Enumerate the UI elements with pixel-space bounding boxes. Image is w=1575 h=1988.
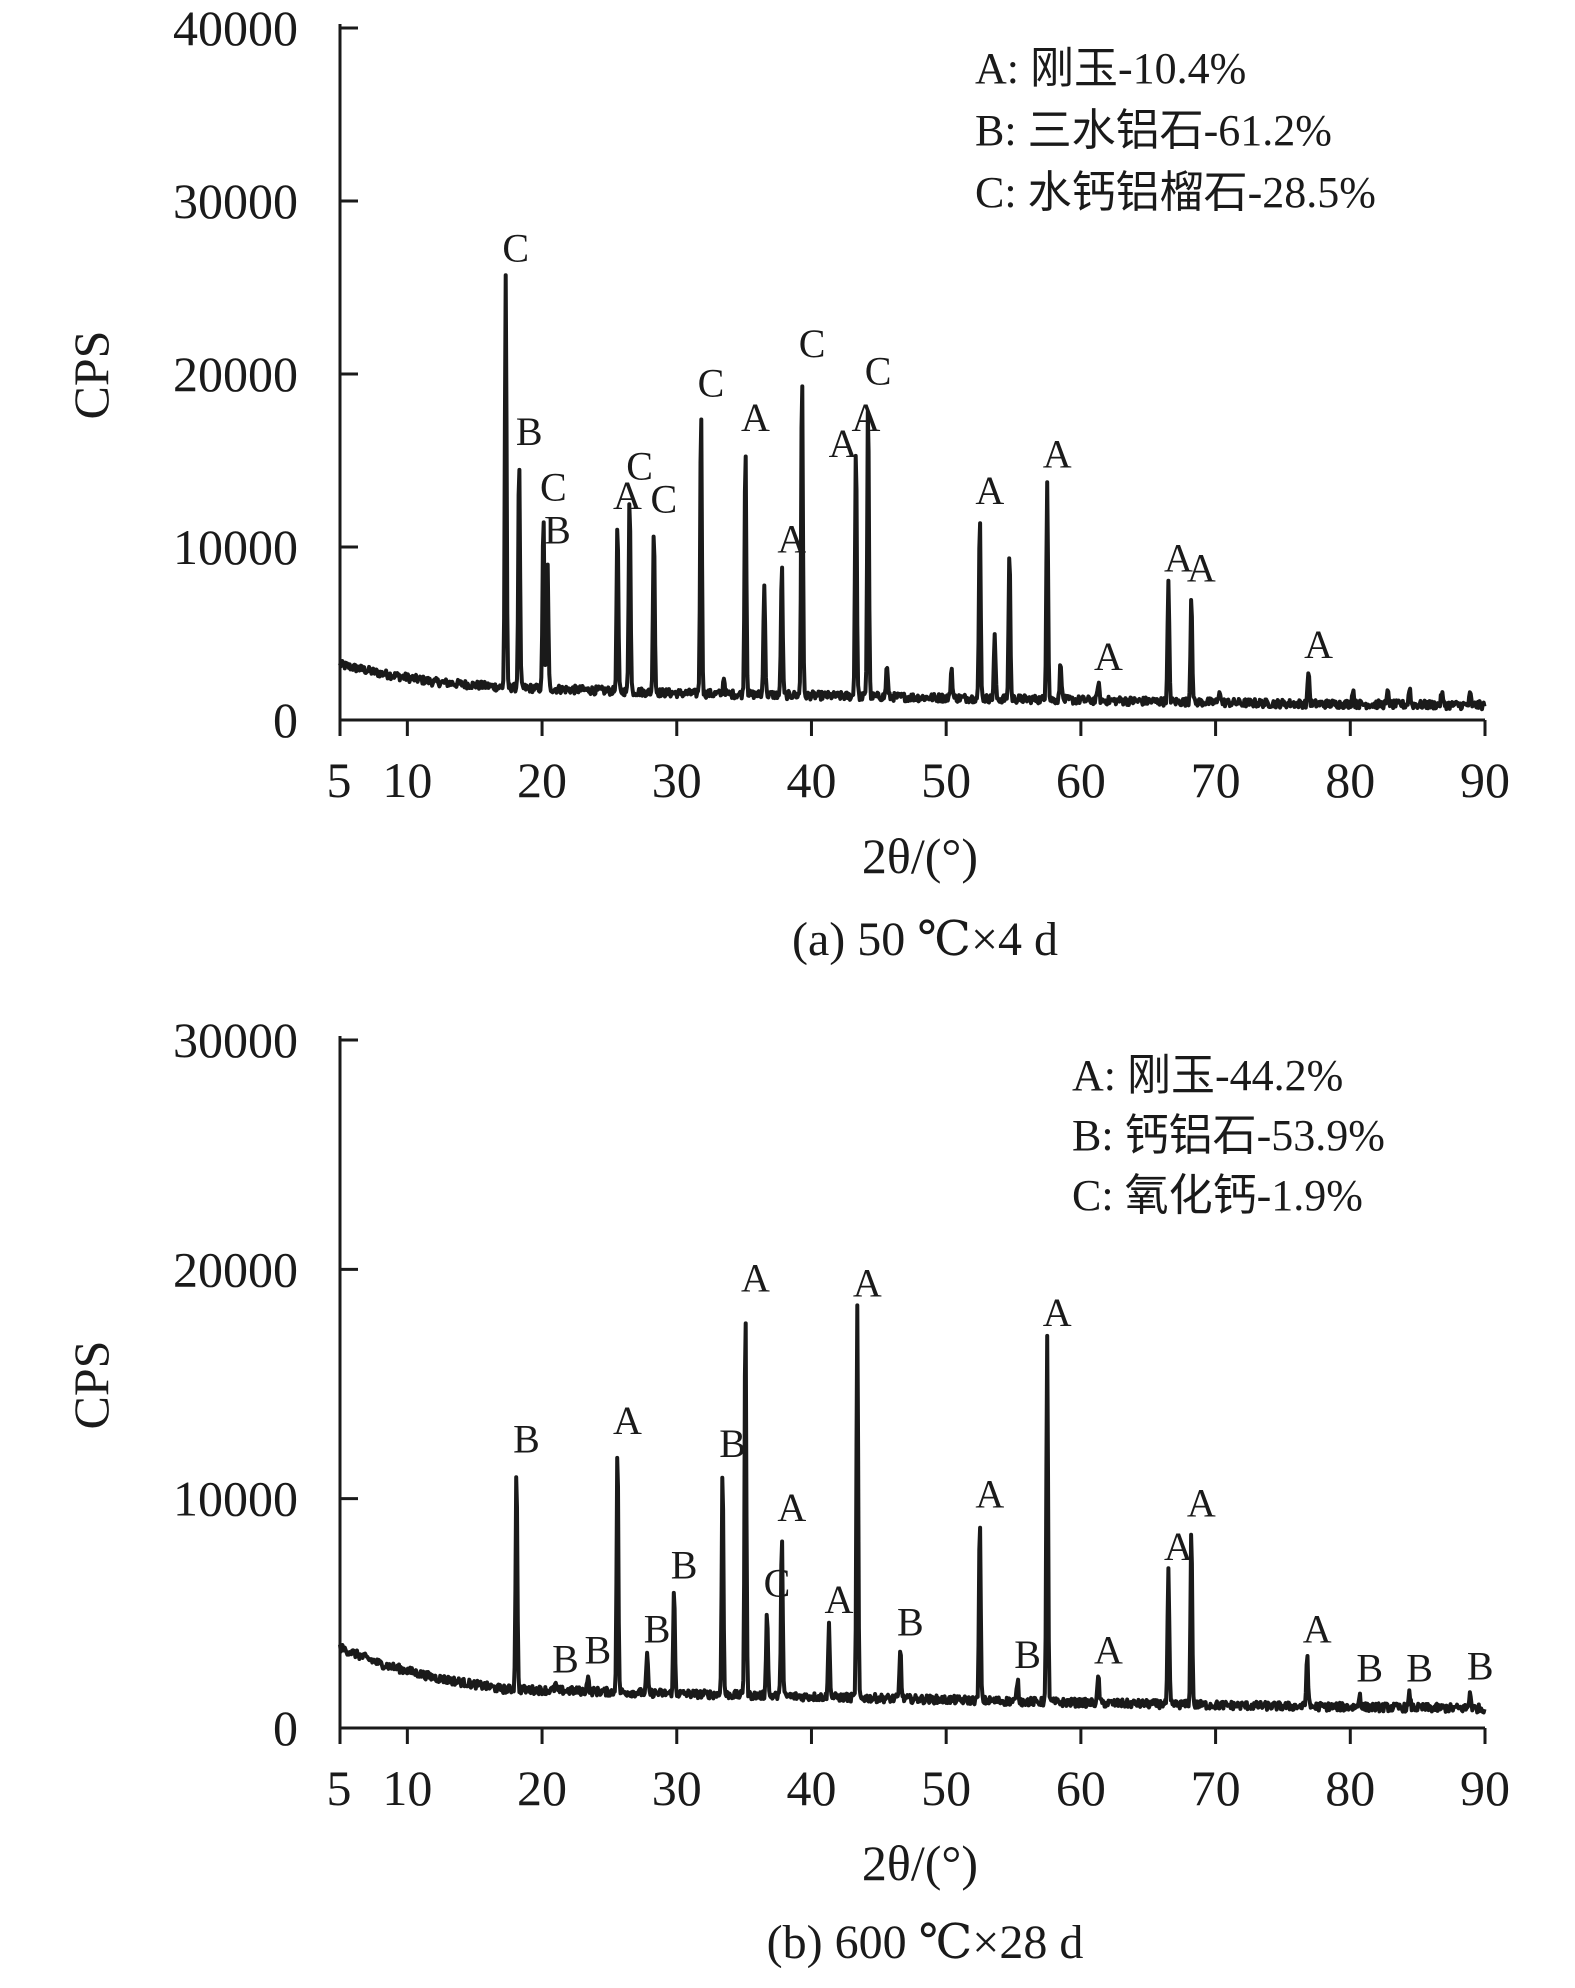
panel-b-caption: (b) 600 ℃×28 d xyxy=(767,1916,1084,1969)
panel-a-peak-label: A xyxy=(1164,535,1193,580)
panel-b-peak-label: B xyxy=(719,1421,746,1466)
panel-b-peak-label: B xyxy=(1014,1632,1041,1677)
panel-a-x-tick-label: 50 xyxy=(921,752,971,808)
panel-a-peak-label: C xyxy=(865,348,892,393)
panel-b-peak-label: A xyxy=(1164,1524,1193,1569)
panel-b-peak-label: A xyxy=(975,1471,1004,1516)
panel-a-peak-label: A xyxy=(1043,432,1072,477)
panel-b-y-tick-label: 10000 xyxy=(173,1471,298,1527)
panel-b-legend-entry-c: C: 氧化钙-1.9% xyxy=(1072,1171,1363,1220)
panel-a-y-tick-label: 10000 xyxy=(173,519,298,575)
panel-b-peak-label: A xyxy=(825,1577,854,1622)
panel-a-peak-label: A xyxy=(1187,546,1216,591)
panel-b-x-tick-label: 80 xyxy=(1325,1760,1375,1816)
panel-a-peak-label: C xyxy=(502,226,529,271)
panel-a-peak-label: B xyxy=(544,508,571,553)
panel-a-legend-entry-c: C: 水钙铝榴石-28.5% xyxy=(975,168,1376,217)
panel-a-peak-label: A xyxy=(851,395,880,440)
panel-a-x-tick-label: 80 xyxy=(1325,752,1375,808)
panel-b-x-tick-label: 40 xyxy=(786,1760,836,1816)
panel-a-y-tick-label: 30000 xyxy=(173,173,298,229)
panel-a-peak-label: A xyxy=(741,395,770,440)
panel-b-x-tick-label: 5 xyxy=(327,1760,352,1816)
panel-b-legend-entry-b: B: 钙铝石-53.9% xyxy=(1072,1111,1385,1160)
panel-a-axes: 0 10000 20000 30000 40000 5 10 20 30 40 50 60 70 80 90 xyxy=(173,0,1510,808)
panel-b-peak-label: B xyxy=(513,1416,540,1461)
panel-a-peak-label: B xyxy=(516,409,543,454)
panel-a-peak-label: A xyxy=(1304,622,1333,667)
panel-a-x-tick-label: 5 xyxy=(327,752,352,808)
panel-b-peak-label: B xyxy=(552,1636,579,1681)
panel-b-x-tick-label: 10 xyxy=(382,1760,432,1816)
panel-b-peak-label: A xyxy=(853,1260,882,1305)
panel-b-peak-label: B xyxy=(1356,1646,1383,1691)
panel-b-peak-label: A xyxy=(1043,1290,1072,1335)
panel-a-xrd-pattern xyxy=(338,273,1487,712)
panel-a-x-tick-label: 30 xyxy=(652,752,702,808)
panel-a-peak-label: C xyxy=(651,477,678,522)
panel-b-peak-label: B xyxy=(897,1600,924,1645)
panel-b-xrd-pattern xyxy=(338,1303,1487,1715)
panel-b-y-tick-label: 30000 xyxy=(173,1012,298,1068)
panel-b-x-tick-label: 70 xyxy=(1191,1760,1241,1816)
panel-b-y-tick-label: 0 xyxy=(273,1700,298,1756)
panel-a-peak-label: C xyxy=(698,361,725,406)
panel-b-x-tick-label: 90 xyxy=(1460,1760,1510,1816)
panel-a-y-axis-label: CPS xyxy=(63,331,119,420)
panel-a-peak-label: C xyxy=(626,444,653,489)
panel-a-peak-label: A xyxy=(975,468,1004,513)
panel-b-x-axis-label: 2θ/(°) xyxy=(862,1835,978,1891)
panel-a-peak-label: A xyxy=(777,516,806,561)
panel-b-peak-label: B xyxy=(644,1607,671,1652)
panel-b-y-axis-label: CPS xyxy=(63,1341,119,1430)
panel-a-peak-label: C xyxy=(540,464,567,509)
panel-a-x-tick-label: 20 xyxy=(517,752,567,808)
panel-b-x-tick-label: 60 xyxy=(1056,1760,1106,1816)
panel-a-peak-label: C xyxy=(799,321,826,366)
panel-b-peak-label: B xyxy=(585,1627,612,1672)
panel-b-x-tick-label: 30 xyxy=(652,1760,702,1816)
panel-a-peak-label: A xyxy=(829,421,858,466)
panel-b-peak-label: A xyxy=(1303,1607,1332,1652)
panel-a-peak-label: A xyxy=(613,473,642,518)
panel-b-y-tick-label: 20000 xyxy=(173,1241,298,1297)
panel-b-peak-label: B xyxy=(1467,1643,1494,1688)
panel-b-legend-entry-a: A: 刚玉-44.2% xyxy=(1072,1051,1343,1100)
panel-a-y-tick-label: 40000 xyxy=(173,0,298,56)
panel-a-x-axis-label: 2θ/(°) xyxy=(862,828,978,884)
panel-a-x-tick-label: 60 xyxy=(1056,752,1106,808)
panel-b-peak-label: A xyxy=(1094,1627,1123,1672)
panel-a-legend-entry-b: B: 三水铝石-61.2% xyxy=(975,106,1332,155)
panel-a-x-tick-label: 90 xyxy=(1460,752,1510,808)
panel-a-caption: (a) 50 ℃×4 d xyxy=(792,913,1058,966)
panel-b-peak-label: A xyxy=(741,1256,770,1301)
panel-a-y-tick-label: 20000 xyxy=(173,346,298,402)
panel-b-peak-label: A xyxy=(777,1485,806,1530)
panel-b-peak-label: A xyxy=(1187,1480,1216,1525)
panel-a-x-tick-label: 10 xyxy=(382,752,432,808)
panel-a-peak-label: A xyxy=(1094,634,1123,679)
panel-a-y-tick-label: 0 xyxy=(273,692,298,748)
panel-b-peak-label: C xyxy=(764,1561,791,1606)
panel-b-peak-label: B xyxy=(671,1542,698,1587)
panel-a-legend-entry-a: A: 刚玉-10.4% xyxy=(975,44,1246,93)
panel-a: 0 10000 20000 30000 40000 5 10 20 30 40 50 60 70 80 90… xyxy=(63,0,1510,966)
panel-a-x-tick-label: 70 xyxy=(1191,752,1241,808)
panel-b-axes: 0 10000 20000 30000 5 10 20 30 40 50 60 70 80 90 xyxy=(173,1012,1510,1816)
panel-b-peak-label: B xyxy=(1406,1646,1433,1691)
panel-a-x-tick-label: 40 xyxy=(786,752,836,808)
panel-b-peak-label: A xyxy=(613,1398,642,1443)
panel-b-x-tick-label: 20 xyxy=(517,1760,567,1816)
panel-b-x-tick-label: 50 xyxy=(921,1760,971,1816)
